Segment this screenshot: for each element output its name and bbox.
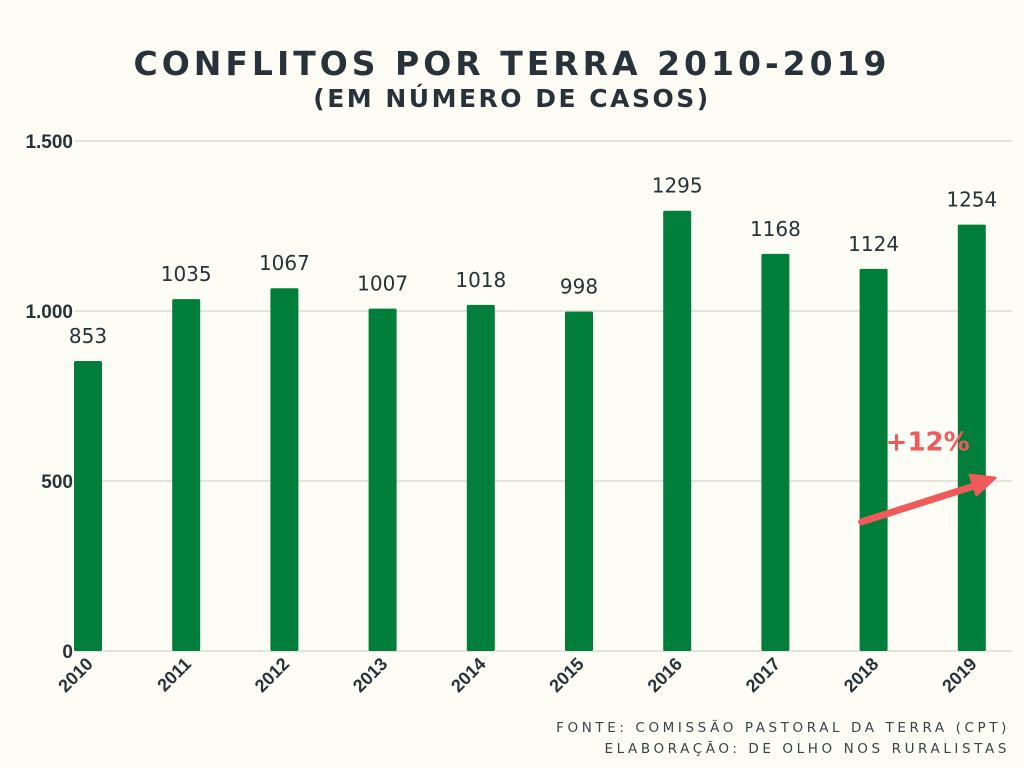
x-tick-label: 2016 — [644, 654, 686, 696]
y-tick-label: 1.500 — [25, 132, 73, 153]
bar — [663, 210, 692, 651]
bar — [761, 253, 790, 651]
credit-line: ELABORAÇÃO: DE OLHO NOS RURALISTAS — [604, 741, 1010, 757]
y-tick-label: 0 — [62, 642, 73, 663]
y-tick-label: 1.000 — [25, 302, 73, 323]
bar — [270, 288, 299, 651]
x-tick-label: 2013 — [349, 654, 391, 696]
data-label: 1067 — [259, 251, 310, 275]
x-tick-label: 2017 — [742, 654, 784, 696]
bar — [368, 308, 397, 651]
data-label: 1035 — [161, 262, 212, 286]
x-tick-label: 2019 — [938, 654, 980, 696]
data-label: 1018 — [455, 268, 506, 292]
bar — [74, 360, 102, 651]
bar — [466, 304, 495, 651]
data-label: 998 — [560, 275, 598, 299]
percent-change-annotation: +12% — [886, 427, 970, 457]
x-tick-label: 2018 — [840, 654, 882, 696]
chart-title: CONFLITOS POR TERRA 2010-2019 — [133, 44, 891, 83]
x-tick-label: 2010 — [54, 654, 96, 696]
data-label: 1124 — [848, 232, 899, 256]
data-label: 853 — [69, 324, 107, 348]
data-label: 1168 — [750, 217, 801, 241]
y-tick-label: 500 — [41, 472, 73, 493]
trend-arrow-shaft — [858, 480, 986, 526]
chart-subtitle: (EM NÚMERO DE CASOS) — [313, 84, 711, 113]
data-label: 1007 — [357, 272, 408, 296]
source-line: FONTE: COMISSÃO PASTORAL DA TERRA (CPT) — [556, 720, 1010, 736]
data-label: 1254 — [946, 188, 997, 212]
data-label: 1295 — [652, 174, 703, 198]
bar — [859, 268, 888, 651]
bar — [957, 224, 986, 651]
bar — [565, 311, 593, 651]
x-tick-label: 2015 — [545, 654, 587, 696]
trend-arrow-head-icon — [968, 473, 997, 497]
bar — [172, 299, 201, 651]
x-tick-label: 2012 — [251, 654, 293, 696]
x-tick-label: 2014 — [447, 654, 489, 696]
x-tick-label: 2011 — [153, 654, 195, 696]
